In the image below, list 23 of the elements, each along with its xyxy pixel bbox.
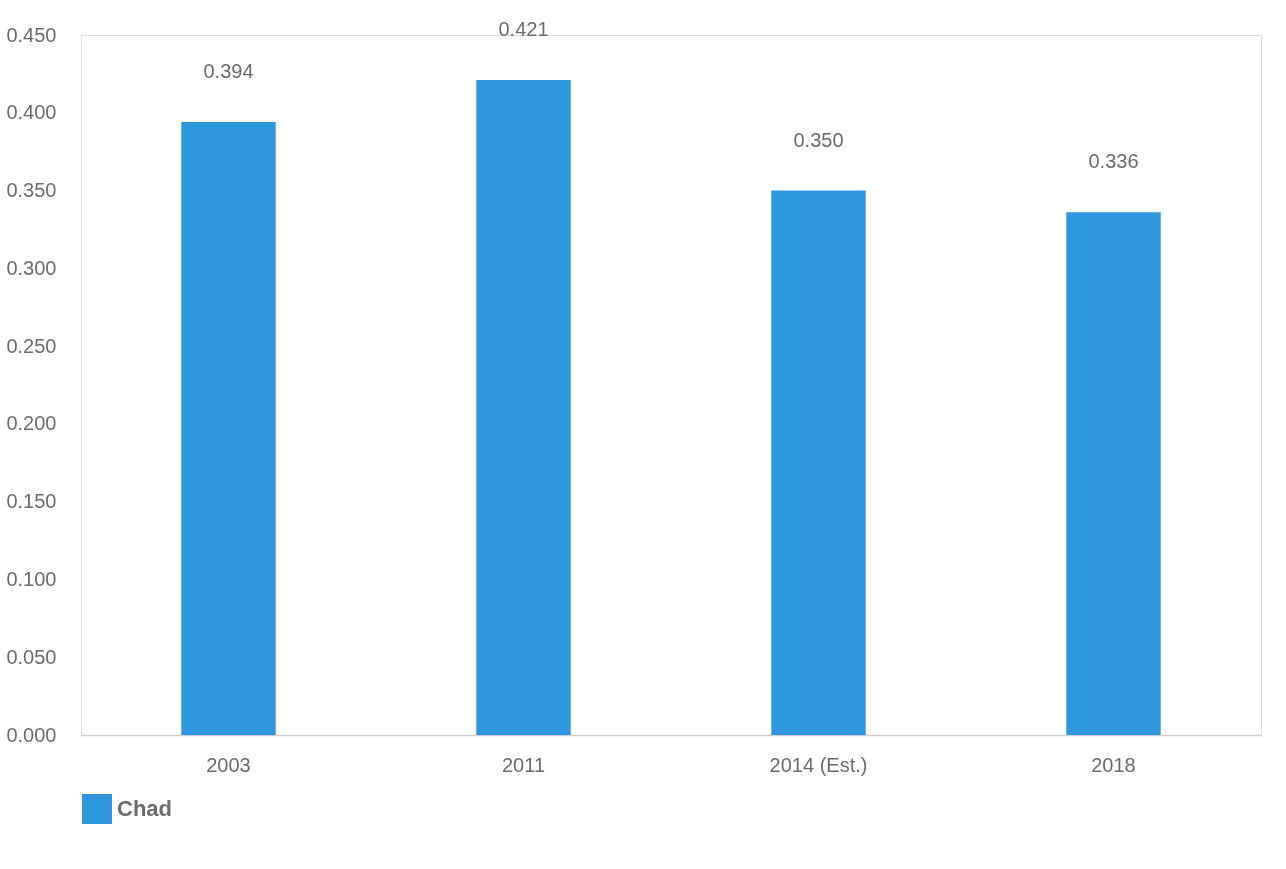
y-tick-label: 0.450 — [6, 23, 57, 46]
text: 0.336 — [1088, 150, 1139, 173]
y-tick-label: 0.350 — [6, 179, 57, 202]
text: 0.394 — [203, 60, 254, 83]
y-tick-label: 0.000 — [6, 723, 57, 746]
y-tick-label: 0.300 — [6, 256, 57, 279]
y-tick-label: 0.250 — [6, 334, 57, 357]
x-tick-label: 2014 (Est.) — [769, 753, 868, 776]
bar — [476, 80, 571, 735]
y-tick-label: 0.050 — [6, 645, 57, 668]
x-tick-label: 2003 — [206, 753, 251, 776]
x-tick-label: 2018 — [1091, 753, 1136, 776]
bar — [771, 190, 866, 735]
bar — [1066, 212, 1161, 735]
y-tick-label: 0.100 — [6, 567, 57, 590]
legend-label: Chad — [117, 796, 172, 821]
x-tick-label: 2011 — [501, 753, 546, 776]
text: 0.350 — [793, 128, 844, 151]
y-tick-label: 0.150 — [6, 490, 57, 513]
y-tick-label: 0.200 — [6, 412, 57, 435]
bar — [181, 122, 276, 735]
text: 0.421 — [498, 18, 549, 41]
y-tick-label: 0.400 — [6, 101, 57, 124]
